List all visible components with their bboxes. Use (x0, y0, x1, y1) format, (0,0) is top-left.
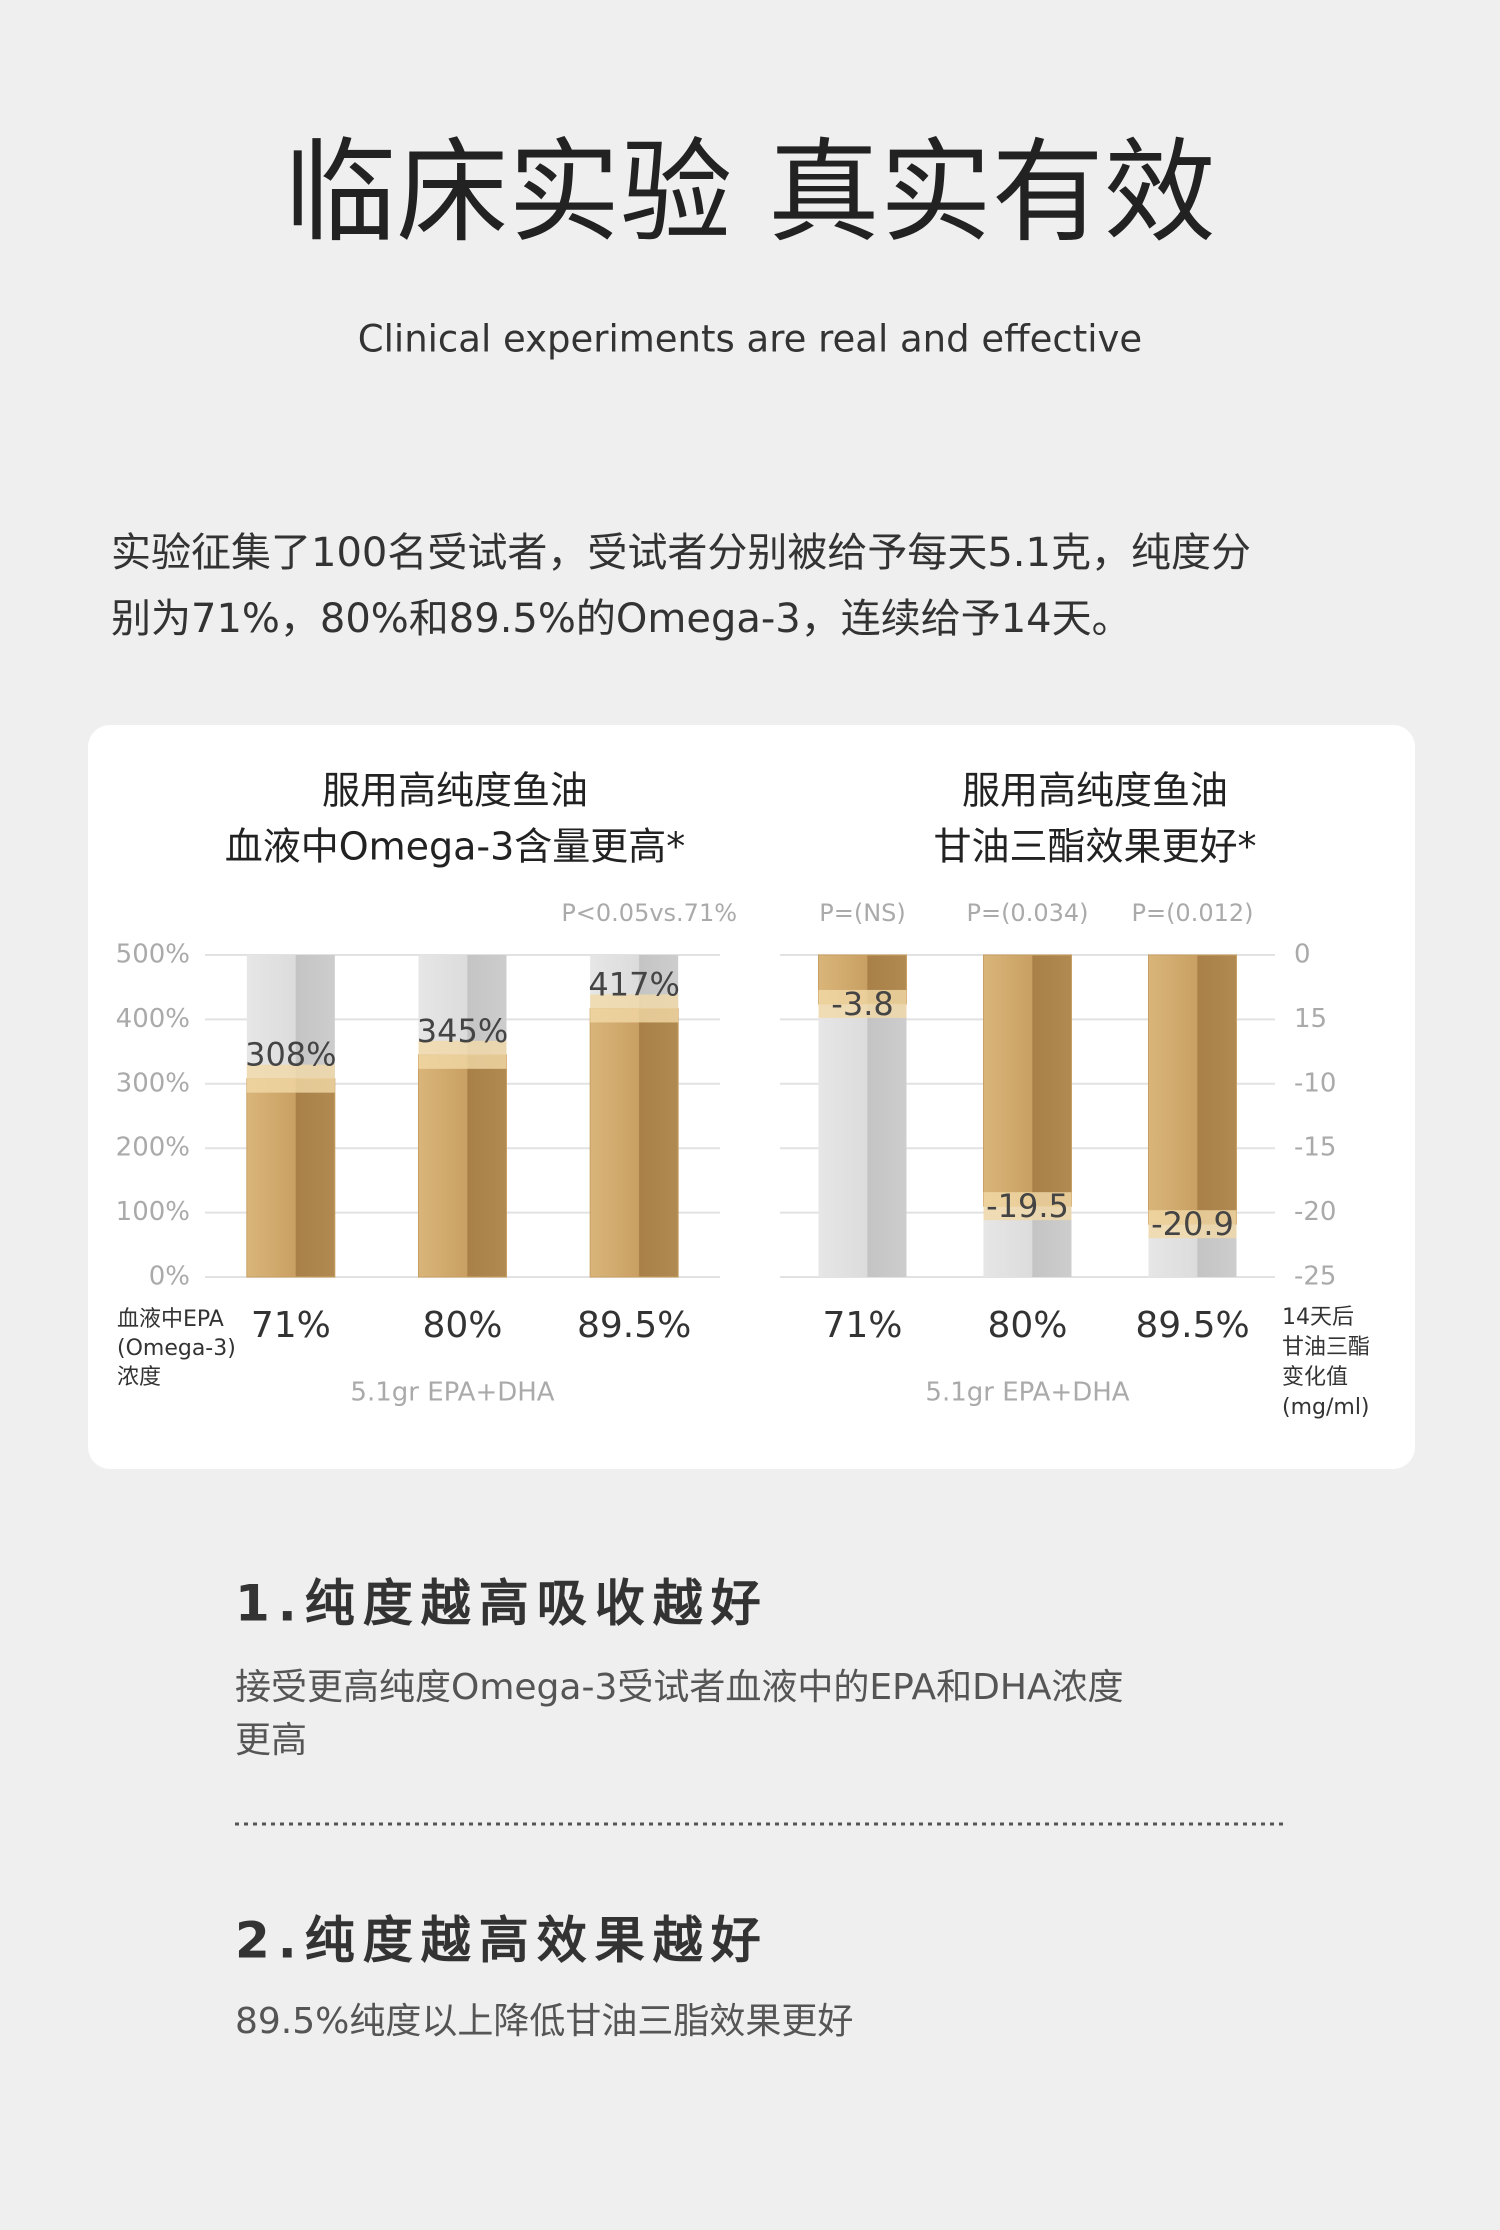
x-tick-label: 89.5% (1135, 1305, 1249, 1346)
y-axis-label: 14天后 (1282, 1305, 1354, 1330)
x-tick-label: 80% (422, 1305, 502, 1346)
point-title: 2.纯度越高效果越好 (235, 1912, 769, 1970)
y-tick-label: -15 (1294, 1133, 1336, 1163)
x-tick-label: 80% (987, 1305, 1067, 1346)
y-tick-label: 100% (116, 1197, 190, 1227)
intro-line: 实验征集了100名受试者，受试者分别被给予每天5.1克，纯度分 (111, 530, 1251, 576)
y-tick-label: 0% (149, 1262, 190, 1292)
bar-cap (590, 994, 679, 1023)
value-label: -3.8 (831, 985, 893, 1023)
y-axis-label: 变化值 (1282, 1365, 1348, 1390)
bar-cap (246, 1064, 335, 1093)
chart-title: 血液中Omega-3含量更高* (225, 825, 686, 869)
y-axis-label: 浓度 (117, 1365, 161, 1390)
chart-title: 服用高纯度鱼油 (962, 769, 1228, 813)
y-tick-label: 0 (1294, 940, 1311, 970)
point-text: 更高 (235, 1720, 307, 1761)
p-value-label: P=(NS) (819, 899, 906, 927)
bar (589, 1007, 679, 1278)
bar (1148, 954, 1237, 1225)
bar (418, 1054, 507, 1278)
y-tick-label: -25 (1294, 1262, 1336, 1292)
y-tick-label: 400% (116, 1004, 190, 1034)
value-label: 345% (417, 1012, 508, 1050)
y-axis-label: (mg/ml) (1282, 1395, 1370, 1420)
y-axis-label: 血液中EPA (117, 1307, 224, 1332)
intro-line: 别为71%，80%和89.5%的Omega-3，连续给予14天。 (111, 596, 1132, 642)
y-tick-label: 500% (116, 940, 190, 970)
bar (983, 954, 1072, 1207)
chart-card (88, 725, 1415, 1469)
x-tick-label: 71% (251, 1305, 331, 1346)
y-tick-label: -20 (1294, 1197, 1336, 1227)
y-tick-label: 300% (116, 1068, 190, 1098)
y-tick-label: -10 (1294, 1068, 1336, 1098)
point-text: 接受更高纯度Omega-3受试者血液中的EPA和DHA浓度 (235, 1667, 1124, 1708)
point-title: 1.纯度越高吸收越好 (235, 1575, 769, 1633)
page-subtitle: Clinical experiments are real and effect… (358, 318, 1142, 361)
bar (246, 1078, 336, 1278)
bar-cap (983, 1192, 1072, 1221)
x-tick-label: 71% (822, 1305, 902, 1346)
bar-cap (418, 1040, 507, 1069)
y-tick-label: 200% (116, 1133, 190, 1163)
y-axis-label: 甘油三酯 (1282, 1335, 1370, 1360)
y-axis-label: (Omega-3) (117, 1336, 236, 1361)
value-label: -19.5 (986, 1187, 1069, 1225)
x-axis-label: 5.1gr EPA+DHA (925, 1378, 1129, 1408)
chart-title: 甘油三酯效果更好* (933, 825, 1256, 869)
point-text: 89.5%纯度以上降低甘油三脂效果更好 (235, 2001, 853, 2042)
p-value-label: P<0.05vs.71% (561, 899, 737, 927)
bar-cap (818, 989, 907, 1018)
page-title: 临床实验 真实有效 (284, 128, 1216, 258)
y-tick-label: 15 (1294, 1004, 1327, 1034)
x-tick-label: 89.5% (577, 1305, 691, 1346)
p-value-label: P=(0.034) (966, 899, 1088, 927)
value-label: 417% (588, 965, 679, 1003)
p-value-label: P=(0.012) (1131, 899, 1253, 927)
chart-title: 服用高纯度鱼油 (322, 769, 588, 813)
value-label: -20.9 (1151, 1205, 1234, 1243)
bar-cap (1148, 1210, 1237, 1239)
value-label: 308% (245, 1036, 336, 1074)
x-axis-label: 5.1gr EPA+DHA (350, 1378, 554, 1408)
